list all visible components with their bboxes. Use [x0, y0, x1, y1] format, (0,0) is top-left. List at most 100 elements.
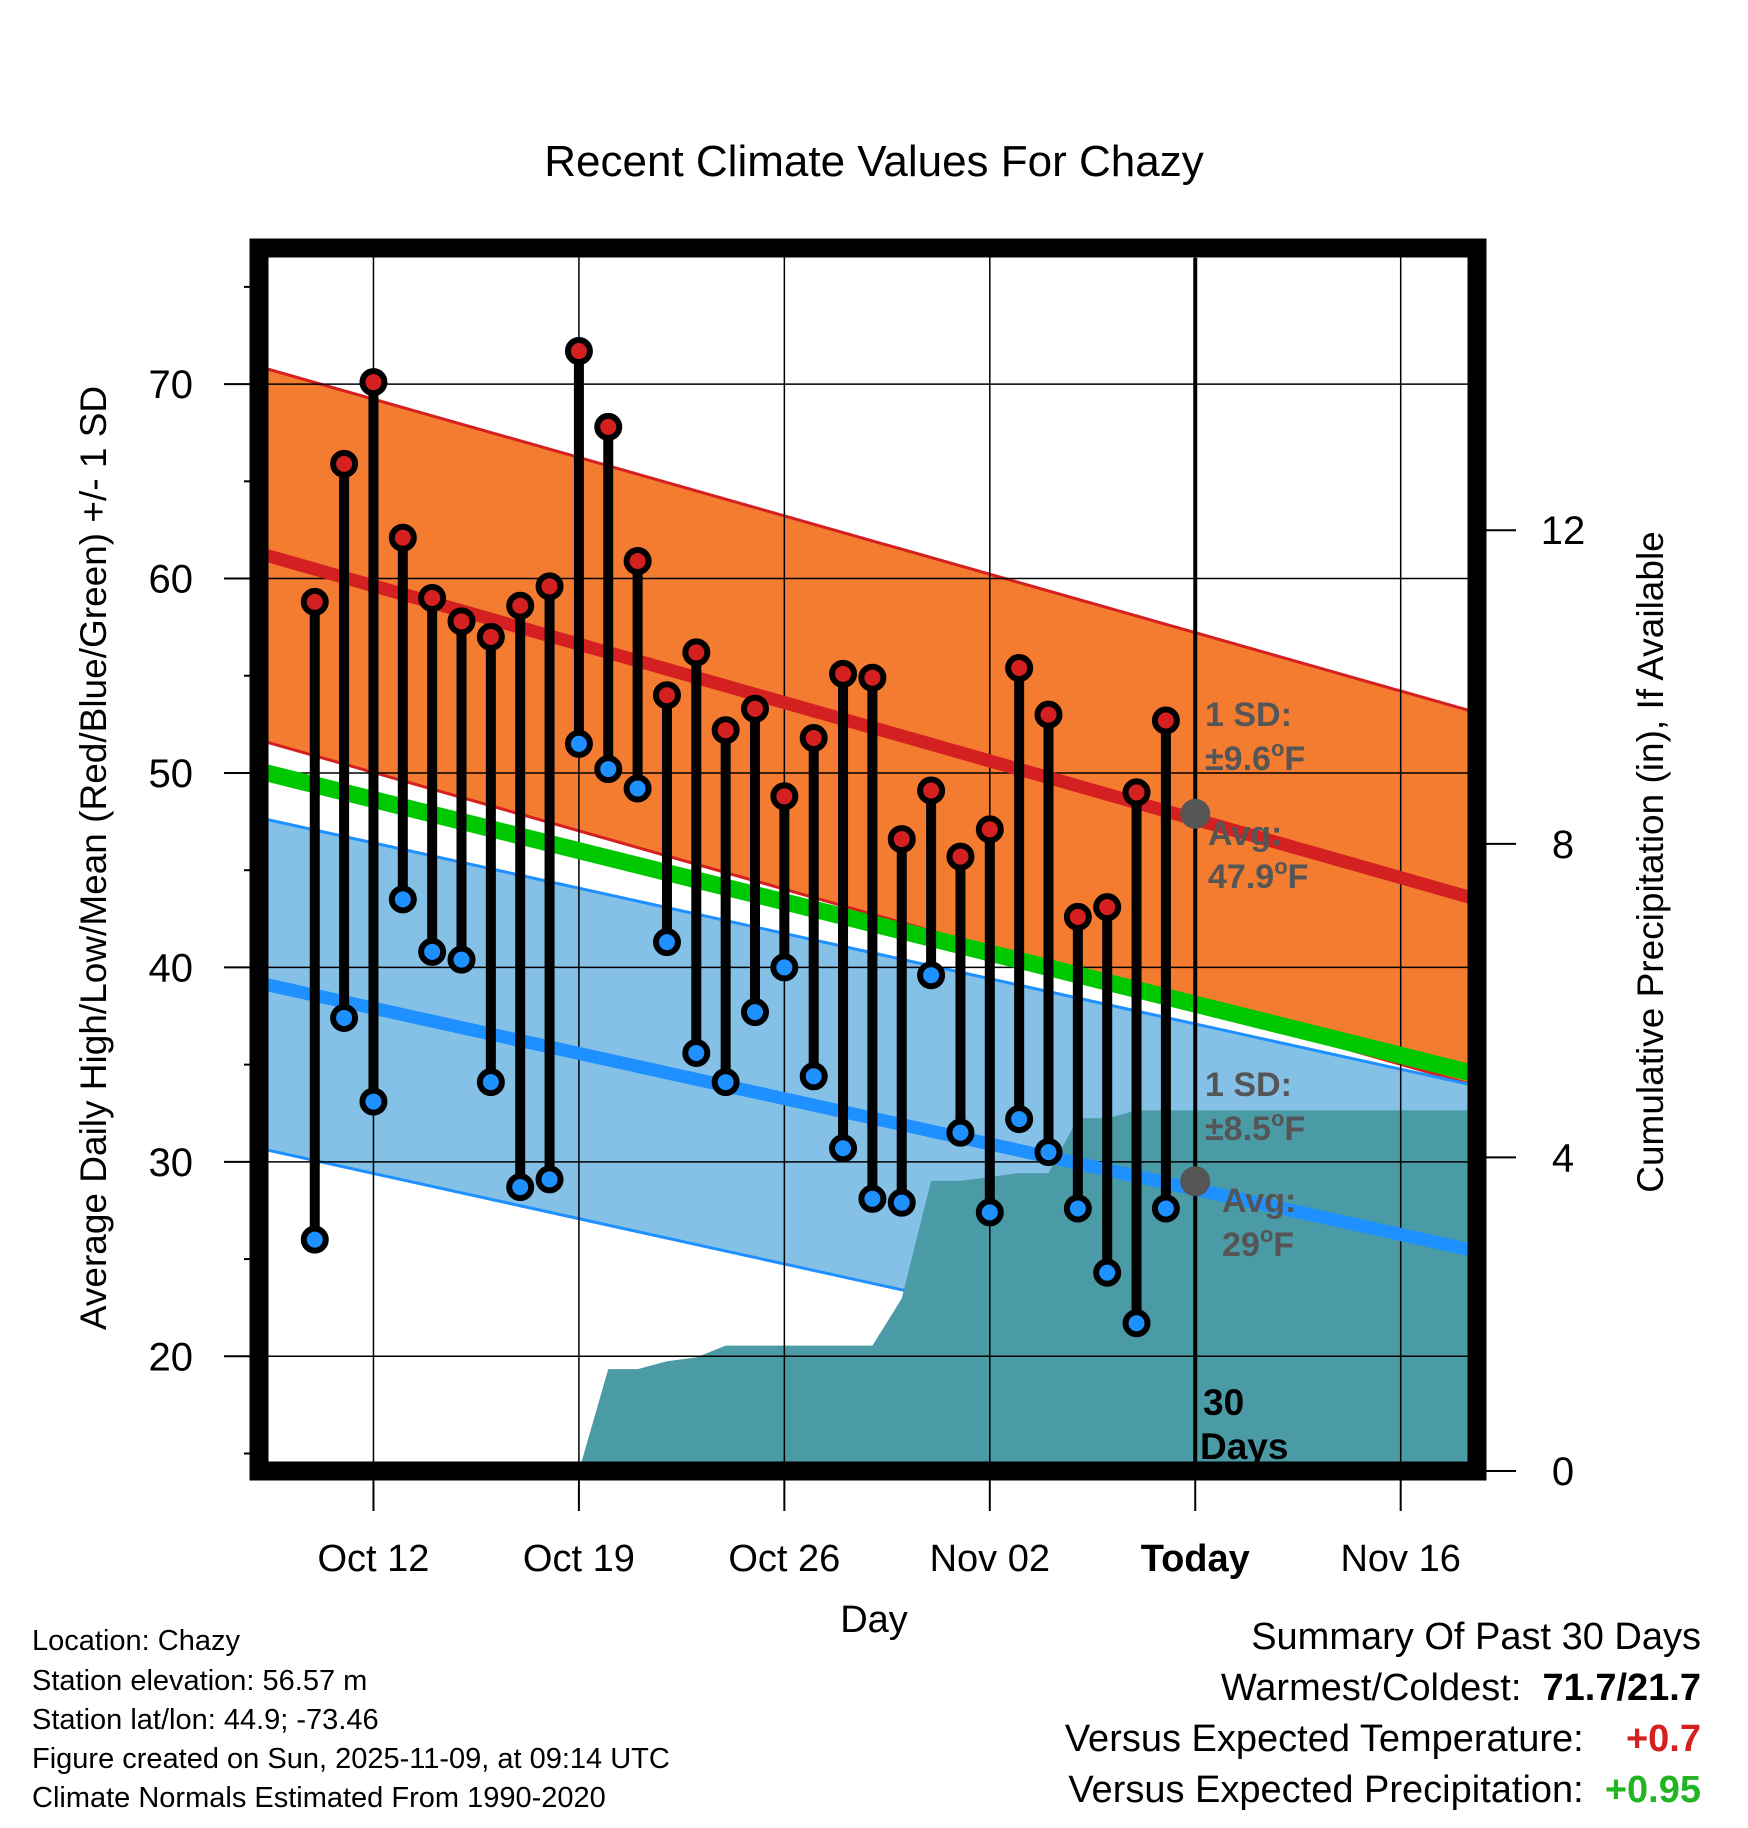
low-point-day-19 [829, 1134, 858, 1163]
high-point-day-13 [652, 681, 681, 710]
high-point-day-10 [564, 337, 593, 366]
info-location: Location: Chazy [32, 1625, 240, 1657]
high-point-day-15 [711, 716, 740, 745]
temp-delta-label: Versus Expected Temperature: [1064, 1718, 1584, 1760]
high-point-day-30 [1151, 706, 1180, 735]
x-tick-label-2: Oct 26 [728, 1538, 840, 1580]
low-point-day-4 [388, 885, 417, 914]
low-point-day-13 [652, 928, 681, 957]
today-high-avg-marker [1180, 798, 1211, 829]
low-avg-label: Avg: [1222, 1182, 1296, 1220]
summary-title: Summary Of Past 30 Days [1251, 1616, 1701, 1658]
high-point-day-16 [741, 694, 770, 723]
low-point-day-2 [330, 1003, 359, 1032]
high-point-day-1 [300, 587, 329, 616]
station-info: Location: Chazy Station elevation: 56.57… [32, 1624, 670, 1820]
daily-range-bars [309, 351, 1171, 1324]
low-point-day-14 [682, 1038, 711, 1067]
y2-tick-label-0: 0 [1552, 1450, 1574, 1494]
temp-delta-value: +0.7 [1625, 1718, 1701, 1760]
low-point-day-26 [1034, 1138, 1063, 1167]
low-point-day-5 [418, 937, 447, 966]
low-point-day-22 [917, 961, 946, 990]
summary-panel: Summary Of Past 30 Days Warmest/Coldest:… [801, 1616, 1701, 1828]
extremes-label: Warmest/Coldest: [1220, 1667, 1522, 1709]
high-point-day-14 [682, 638, 711, 667]
low-point-day-11 [594, 755, 623, 784]
low-point-day-9 [535, 1165, 564, 1194]
x-tick-label-1: Oct 19 [523, 1538, 635, 1580]
chart-title: Recent Climate Values For Chazy [544, 137, 1203, 186]
low-point-day-30 [1151, 1194, 1180, 1223]
high-point-day-29 [1122, 778, 1151, 807]
right-axis-labels: 0 4 8 12 [1541, 509, 1586, 1494]
precip-delta-value: +0.95 [1604, 1769, 1701, 1811]
y-axis-title: Average Daily High/Low/Mean (Red/Blue/Gr… [73, 386, 114, 1330]
high-point-day-11 [594, 412, 623, 441]
left-axis-ticks [224, 285, 259, 1455]
low-point-day-16 [741, 998, 770, 1027]
low-point-day-7 [476, 1068, 505, 1097]
daily-low-points [300, 729, 1180, 1338]
x-tick-label-4: Today [1141, 1538, 1250, 1580]
high-point-day-24 [975, 815, 1004, 844]
low-point-day-15 [711, 1068, 740, 1097]
high-point-day-26 [1034, 700, 1063, 729]
y2-tick-label-8: 8 [1552, 823, 1574, 867]
low-point-day-12 [623, 774, 652, 803]
low-sd-value: ±8.5oF [1205, 1106, 1305, 1148]
high-point-day-25 [1005, 653, 1034, 682]
low-point-day-24 [975, 1198, 1004, 1227]
low-point-day-18 [799, 1062, 828, 1091]
x-tick-label-5: Nov 16 [1340, 1538, 1460, 1580]
summary-precipitation: Versus Expected Precipitation: +0.95 [1068, 1769, 1701, 1812]
high-point-day-12 [623, 547, 652, 576]
low-point-day-3 [359, 1087, 388, 1116]
low-point-day-28 [1093, 1258, 1122, 1287]
today-low-avg-marker [1180, 1166, 1211, 1197]
low-avg-value: 29oF [1222, 1222, 1294, 1264]
plot-frame [249, 238, 1487, 1481]
extremes-value: 71.7/21.7 [1542, 1667, 1701, 1709]
high-point-day-8 [506, 591, 535, 620]
high-point-day-22 [917, 776, 946, 805]
high-sd-value: ±9.6oF [1205, 736, 1305, 778]
low-point-day-6 [447, 945, 476, 974]
y-tick-label-30: 30 [149, 1141, 194, 1185]
info-created: Figure created on Sun, 2025-11-09, at 09… [32, 1743, 670, 1775]
info-normals: Climate Normals Estimated From 1990-2020 [32, 1782, 606, 1814]
y-tick-label-70: 70 [149, 363, 194, 407]
x-axis-labels: Oct 12 Oct 19 Oct 26 Nov 02 Today Nov 16 [317, 1538, 1460, 1580]
high-point-day-6 [447, 607, 476, 636]
info-elevation: Station elevation: 56.57 m [32, 1665, 368, 1697]
x-axis-ticks [372, 1471, 1402, 1511]
high-point-day-21 [887, 825, 916, 854]
y2-axis-title: Cumulative Precipitation (in), If Availa… [1630, 531, 1671, 1193]
left-axis-labels: 20 30 40 50 60 70 [149, 363, 194, 1379]
days-word: Days [1200, 1426, 1288, 1467]
y-tick-label-40: 40 [149, 946, 194, 990]
y-tick-label-50: 50 [149, 752, 194, 796]
high-point-day-18 [799, 723, 828, 752]
high-point-day-27 [1063, 902, 1092, 931]
high-sd-label: 1 SD: [1205, 696, 1292, 734]
low-sd-label: 1 SD: [1205, 1066, 1292, 1104]
high-point-day-9 [535, 572, 564, 601]
high-avg-label: Avg: [1208, 815, 1282, 853]
high-point-day-5 [418, 583, 447, 612]
daily-high-points [300, 337, 1180, 931]
high-point-day-17 [770, 782, 799, 811]
x-tick-label-3: Nov 02 [930, 1538, 1050, 1580]
summary-extremes: Warmest/Coldest: 71.7/21.7 [1221, 1667, 1701, 1710]
low-point-day-17 [770, 953, 799, 982]
high-point-day-28 [1093, 893, 1122, 922]
high-point-day-19 [829, 659, 858, 688]
info-latlon: Station lat/lon: 44.9; -73.46 [32, 1704, 379, 1736]
high-point-day-7 [476, 622, 505, 651]
y2-tick-label-12: 12 [1541, 509, 1586, 553]
low-point-day-20 [858, 1184, 887, 1213]
y-tick-label-60: 60 [149, 558, 194, 602]
y-tick-label-20: 20 [149, 1335, 194, 1379]
x-axis-title: Day [840, 1599, 908, 1641]
